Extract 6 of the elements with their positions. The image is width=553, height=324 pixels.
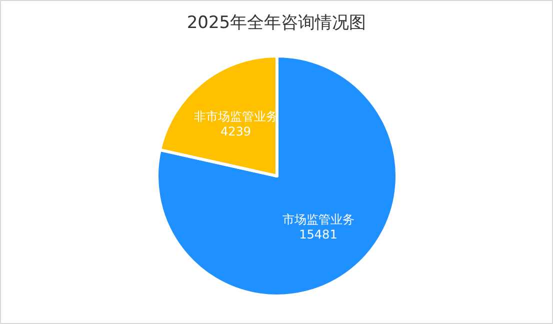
pie-slice [156,54,398,298]
data-label: 15481 [299,228,338,242]
data-label: 4239 [220,124,252,138]
slice-label: 市场监管业务 [282,212,354,227]
slice-label: 非市场监管业务 [194,109,278,124]
chart-title: 2025年全年咨询情况图 [186,13,366,33]
